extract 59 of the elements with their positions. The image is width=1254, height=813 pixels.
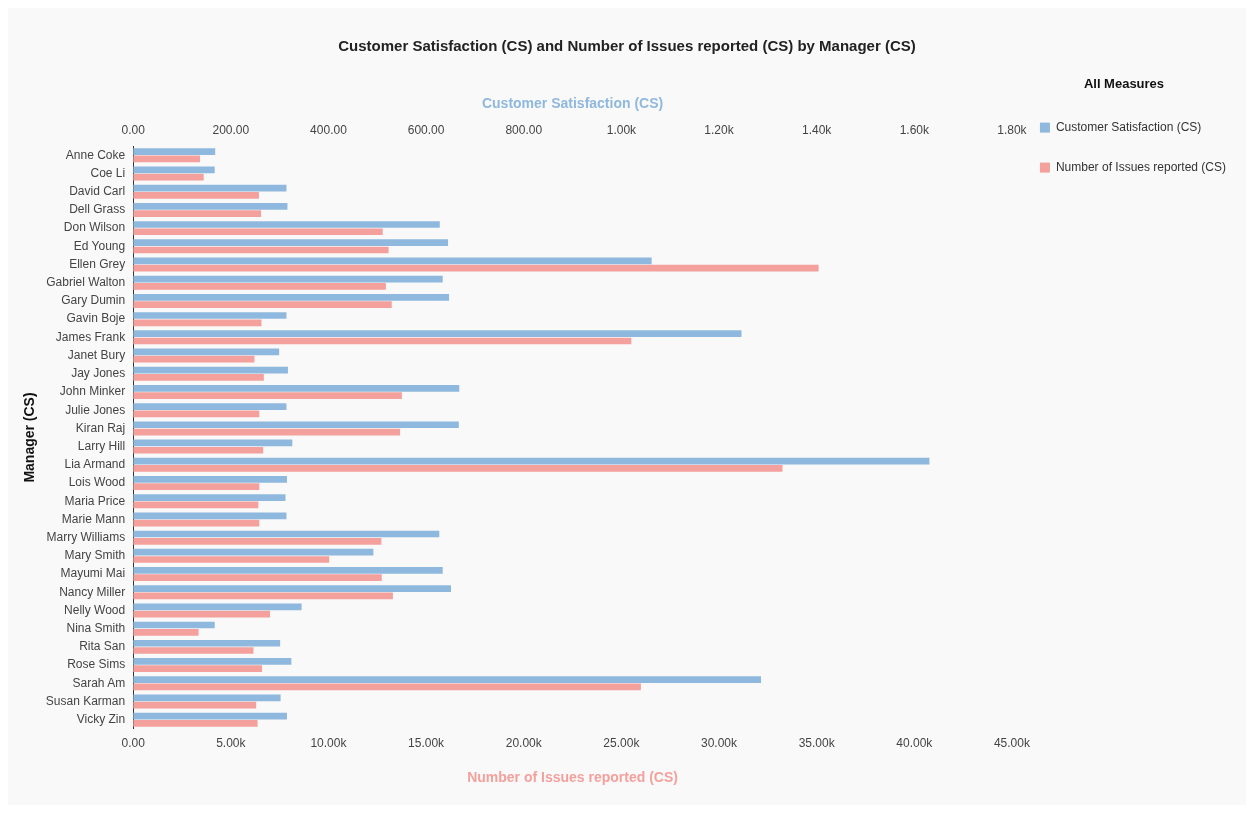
x-tick-label: 35.00k [798, 736, 836, 751]
x2-tick-label: 1.60k [899, 123, 930, 138]
y-tick-label: Maria Price [64, 493, 126, 508]
chart-title: Customer Satisfaction (CS) and Number of Issues reported (CS) by Manager (CS) [338, 37, 916, 55]
y-tick-label: Gabriel Walton [46, 275, 126, 290]
y-tick-label: Vicky Zin [76, 712, 126, 727]
x-axis-title: Number of Issues reported (CS) [467, 769, 678, 786]
x-tick-label: 0.00 [121, 736, 146, 751]
x-tick-label: 20.00k [505, 736, 543, 751]
x2-tick-label: 200.00 [212, 123, 250, 138]
x2-axis-title: Customer Satisfaction (CS) [481, 95, 664, 112]
x-tick-label: 10.00k [310, 736, 348, 751]
y-tick-label: Larry Hill [77, 438, 126, 453]
x2-tick-label: 600.00 [407, 123, 445, 138]
y-tick-label: Rose Sims [67, 657, 126, 672]
y-tick-label: Jay Jones [71, 366, 126, 381]
y-tick-label: Mary Smith [64, 548, 126, 563]
x-tick-label: 15.00k [408, 736, 446, 751]
x-tick-label: 5.00k [216, 736, 247, 751]
x-tick-label: 25.00k [603, 736, 641, 751]
y-tick-label: Susan Karman [45, 693, 126, 708]
y-tick-label: Don Wilson [63, 220, 126, 235]
y-tick-label: David Carl [69, 184, 126, 199]
x2-tick-label: 1.80k [997, 123, 1028, 138]
y-tick-label: Ed Young [73, 238, 126, 253]
y-tick-label: Kiran Raj [75, 420, 126, 435]
y-tick-label: Mayumi Mai [60, 566, 126, 581]
y-tick-label: Lia Armand [64, 457, 126, 472]
y-tick-label: Marry Williams [46, 529, 126, 544]
x2-tick-label: 800.00 [505, 123, 543, 138]
y-tick-label: Nancy Miller [59, 584, 126, 599]
y-tick-label: Ellen Grey [69, 256, 126, 271]
y-tick-label: Dell Grass [69, 202, 126, 217]
legend-title: All Measures [1083, 76, 1165, 92]
y-tick-label: Coe Li [90, 165, 126, 180]
legend-label: Customer Satisfaction (CS) [1055, 119, 1202, 134]
x-tick-label: 40.00k [896, 736, 934, 751]
x2-tick-label: 1.20k [704, 123, 735, 138]
y-tick-label: Sarah Am [72, 675, 126, 690]
y-tick-label: Nina Smith [66, 620, 126, 635]
y-tick-label: James Frank [55, 329, 127, 344]
y-axis-title: Manager (CS) [21, 392, 38, 483]
y-tick-label: Gary Dumin [61, 293, 126, 308]
y-tick-label: Marie Mann [61, 511, 126, 526]
y-tick-label: Janet Bury [67, 347, 126, 362]
y-tick-label: Anne Coke [65, 147, 126, 162]
x2-tick-label: 400.00 [310, 123, 348, 138]
x2-tick-label: 1.00k [606, 123, 638, 138]
x2-tick-label: 0.00 [121, 123, 146, 138]
x2-tick-label: 1.40k [801, 123, 833, 138]
y-tick-label: Lois Wood [68, 475, 126, 490]
y-tick-label: Nelly Wood [64, 602, 126, 617]
legend-label: Number of Issues reported (CS) [1055, 159, 1226, 174]
y-tick-label: Gavin Boje [66, 311, 126, 326]
y-tick-label: Rita San [79, 639, 126, 654]
y-tick-label: Julie Jones [65, 402, 126, 417]
x-tick-label: 45.00k [993, 736, 1031, 751]
y-tick-label: John Minker [59, 384, 126, 399]
x-tick-label: 30.00k [701, 736, 739, 751]
